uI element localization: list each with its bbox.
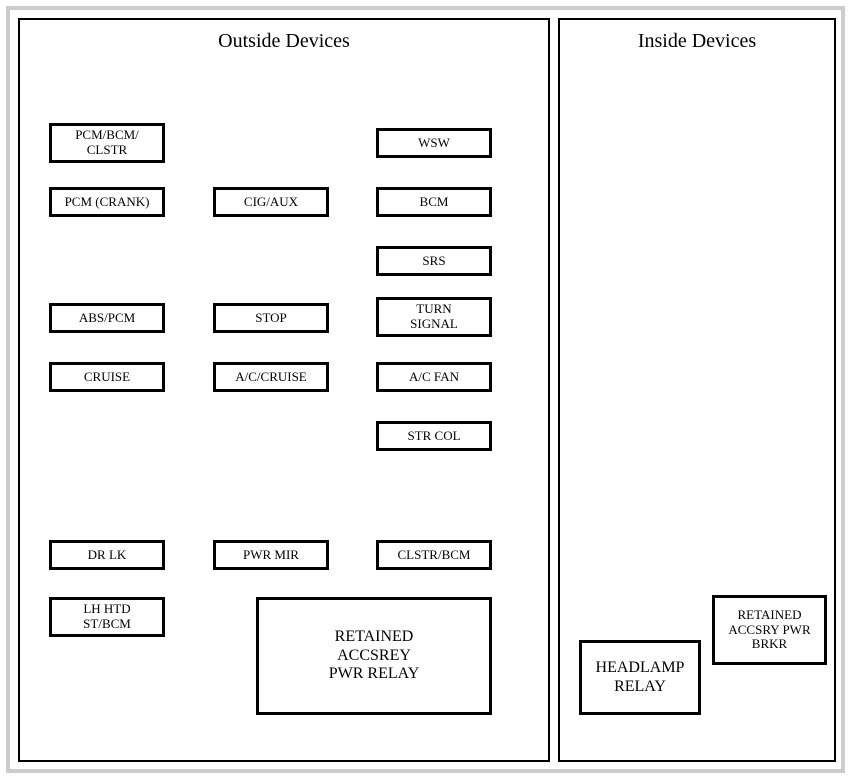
fuse-cig-aux: CIG/AUX [213, 187, 329, 217]
fuse-srs: SRS [376, 246, 492, 276]
fuse-retained-accsrey-pwr-relay: RETAINEDACCSREYPWR RELAY [256, 597, 492, 715]
fuse-ac-fan: A/C FAN [376, 362, 492, 392]
fuse-clstr-bcm: CLSTR/BCM [376, 540, 492, 570]
fuse-pcm-bcm-clstr: PCM/BCM/CLSTR [49, 123, 165, 163]
fuse-lh-htd-st-bcm: LH HTDST/BCM [49, 597, 165, 637]
fuse-cruise: CRUISE [49, 362, 165, 392]
fuse-retained-accsry-pwr-brkr: RETAINEDACCSRY PWRBRKR [712, 595, 827, 665]
panel-outside-title: Outside Devices [20, 30, 548, 53]
fuse-bcm: BCM [376, 187, 492, 217]
fuse-turn-signal: TURNSIGNAL [376, 297, 492, 337]
fuse-pwr-mir: PWR MIR [213, 540, 329, 570]
fuse-wsw: WSW [376, 128, 492, 158]
fuse-pcm-crank: PCM (CRANK) [49, 187, 165, 217]
fuse-ac-cruise: A/C/CRUISE [213, 362, 329, 392]
fuse-stop: STOP [213, 303, 329, 333]
fuse-dr-lk: DR LK [49, 540, 165, 570]
fuse-str-col: STR COL [376, 421, 492, 451]
fuse-headlamp-relay: HEADLAMPRELAY [579, 640, 701, 715]
panel-inside-title: Inside Devices [560, 30, 834, 53]
fuse-abs-pcm: ABS/PCM [49, 303, 165, 333]
